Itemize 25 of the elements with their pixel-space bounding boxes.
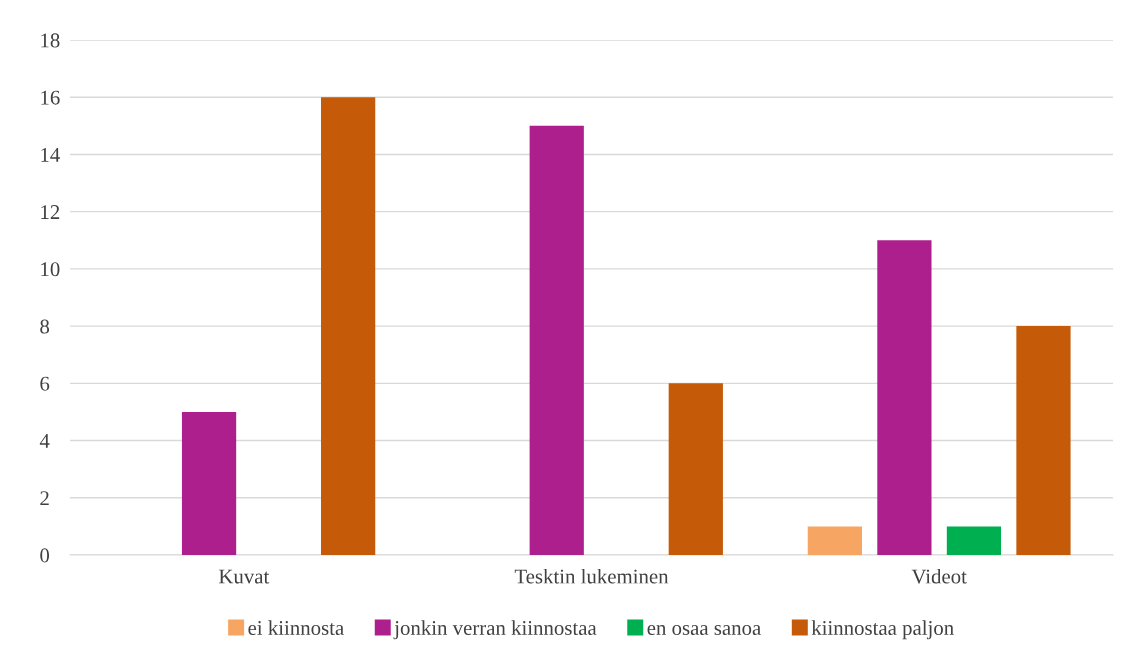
y-tick-label: 18 xyxy=(41,33,60,48)
y-tick-label: 8 xyxy=(40,319,50,334)
bar xyxy=(807,526,862,555)
x-tick-label: Tesktin lukeminen xyxy=(514,568,669,584)
legend-label: jonkin verran kiinnostaa xyxy=(393,620,597,640)
bar xyxy=(1016,326,1071,555)
legend-label: ei kiinnosta xyxy=(248,620,344,636)
y-tick-label: 12 xyxy=(41,205,60,219)
bar xyxy=(668,383,723,555)
y-tick-label: 2 xyxy=(40,491,49,506)
bar xyxy=(321,97,376,555)
bar xyxy=(946,526,1002,555)
legend-label: en osaa sanoa xyxy=(647,625,761,636)
y-tick-label: 14 xyxy=(41,147,60,162)
bar xyxy=(181,411,237,555)
bar xyxy=(529,125,584,555)
y-tick-label: 10 xyxy=(41,262,60,277)
y-tick-label: 0 xyxy=(40,548,50,563)
y-tick-label: 6 xyxy=(40,376,50,391)
x-tick-label: Videot xyxy=(911,568,967,584)
x-tick-label: Kuvat xyxy=(218,569,270,584)
bar xyxy=(877,240,932,555)
y-tick-label: 4 xyxy=(39,434,50,448)
legend-label: kiinnostaa paljon xyxy=(811,620,954,640)
y-tick-label: 16 xyxy=(41,90,60,105)
